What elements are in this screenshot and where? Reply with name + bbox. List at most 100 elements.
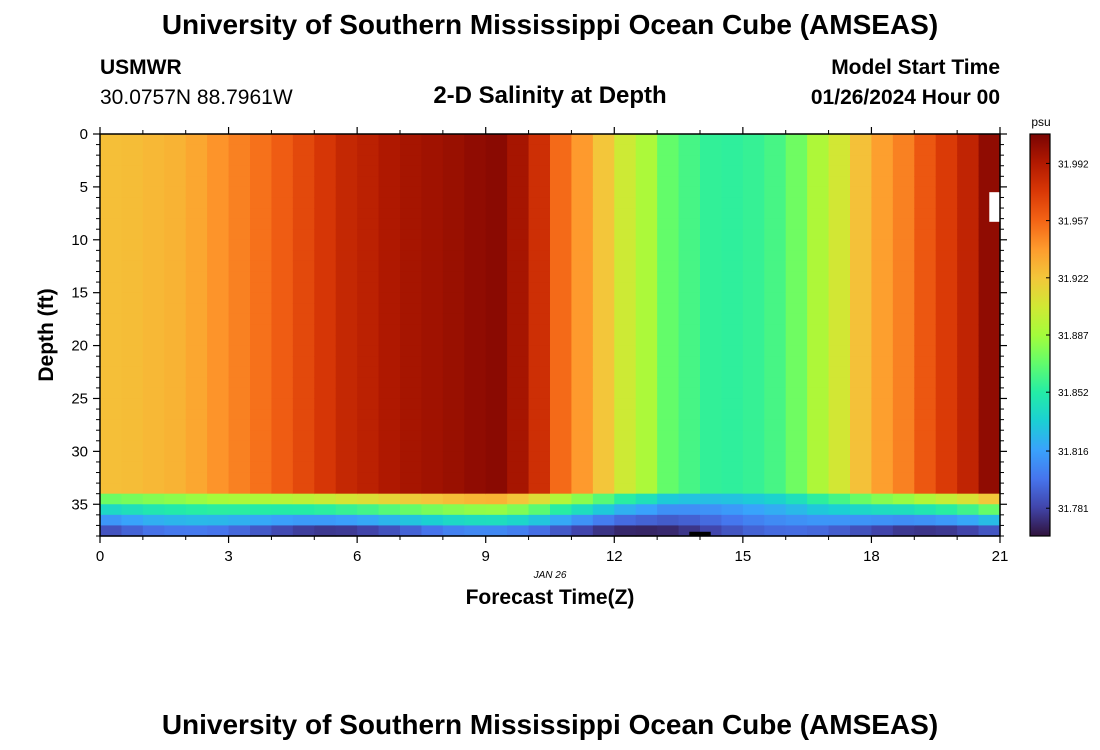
heatmap-cell (721, 134, 744, 146)
heatmap-cell (250, 514, 273, 527)
heatmap-cell (292, 260, 315, 273)
heatmap-cell (100, 324, 123, 336)
heatmap-cell (357, 176, 380, 188)
heatmap-cell (635, 197, 658, 209)
heatmap-cell (271, 335, 294, 347)
heatmap-cell (978, 271, 1001, 283)
heatmap-cell (271, 208, 294, 220)
heatmap-cell (485, 313, 508, 326)
heatmap-cell (250, 493, 273, 505)
heatmap-cell (421, 218, 444, 230)
heatmap-cell (335, 430, 358, 442)
heatmap-cell (721, 176, 744, 188)
heatmap-cell (721, 472, 744, 484)
heatmap-cell (871, 292, 894, 304)
heatmap-cell (828, 419, 851, 431)
heatmap-cell (657, 292, 680, 304)
heatmap-cell (442, 377, 465, 389)
heatmap-cell (764, 483, 787, 495)
heatmap-cell (164, 292, 187, 304)
heatmap-cell (571, 504, 594, 516)
heatmap-cell (807, 176, 830, 188)
heatmap-cell (485, 134, 508, 146)
heatmap-cell (507, 377, 530, 389)
heatmap-cell (207, 292, 230, 304)
heatmap-cell (292, 387, 315, 400)
heatmap-cell (785, 303, 808, 315)
heatmap-cell (421, 514, 444, 527)
heatmap-cell (892, 313, 915, 326)
heatmap-cell (592, 229, 615, 241)
heatmap-cell (271, 525, 294, 537)
heatmap-cell (635, 409, 658, 421)
heatmap-cell (742, 472, 765, 484)
heatmap-cell (464, 461, 487, 474)
heatmap-cell (742, 419, 765, 431)
heatmap-cell (550, 483, 573, 495)
heatmap-cell (571, 134, 594, 146)
heatmap-cell (850, 186, 873, 199)
heatmap-cell (207, 356, 230, 368)
heatmap-cell (957, 440, 980, 452)
heatmap-cell (507, 409, 530, 421)
heatmap-cell (250, 229, 273, 241)
heatmap-cell (721, 440, 744, 452)
heatmap-cell (721, 356, 744, 368)
heatmap-cell (421, 451, 444, 463)
heatmap-cell (400, 229, 423, 241)
heatmap-cell (292, 419, 315, 431)
heatmap-cell (914, 144, 937, 156)
heatmap-cell (485, 525, 508, 537)
heatmap-cell (742, 303, 765, 315)
heatmap-cell (678, 271, 701, 283)
heatmap-cell (957, 176, 980, 188)
heatmap-cell (764, 345, 787, 357)
heatmap-cell (250, 409, 273, 421)
heatmap-cell (400, 398, 423, 410)
heatmap-cell (614, 134, 637, 146)
heatmap-cell (528, 525, 551, 537)
heatmap-cell (121, 440, 144, 452)
station-coordinates: 30.0757N 88.7961W (100, 86, 293, 109)
heatmap-cell (764, 239, 787, 251)
heatmap-cell (807, 197, 830, 209)
heatmap-cell (464, 377, 487, 389)
heatmap-cell (292, 472, 315, 484)
heatmap-cell (592, 461, 615, 474)
heatmap-cell (678, 472, 701, 484)
heatmap-cell (957, 366, 980, 378)
heatmap-cell (914, 324, 937, 336)
heatmap-cell (314, 366, 337, 378)
heatmap-cell (721, 313, 744, 326)
heatmap-cell (400, 208, 423, 220)
heatmap-cell (914, 345, 937, 357)
heatmap-cell (614, 419, 637, 431)
heatmap-cell (957, 208, 980, 220)
heatmap-cell (807, 345, 830, 357)
heatmap-cell (528, 292, 551, 304)
heatmap-cell (592, 313, 615, 326)
heatmap-cell (571, 430, 594, 442)
heatmap-cell (807, 387, 830, 400)
heatmap-cell (592, 430, 615, 442)
heatmap-cell (807, 430, 830, 442)
heatmap-cell (292, 165, 315, 177)
heatmap-cell (100, 218, 123, 230)
heatmap-cell (507, 472, 530, 484)
heatmap-cell (378, 419, 401, 431)
heatmap-cell (442, 387, 465, 400)
heatmap-cell (314, 155, 337, 167)
heatmap-cell (678, 483, 701, 495)
heatmap-cell (400, 377, 423, 389)
heatmap-cell (592, 472, 615, 484)
heatmap-cell (935, 483, 958, 495)
heatmap-cell (292, 271, 315, 283)
y-tick-label: 20 (71, 338, 88, 355)
heatmap-cell (678, 155, 701, 167)
heatmap-cell (957, 324, 980, 336)
heatmap-cell (764, 165, 787, 177)
heatmap-cell (914, 525, 937, 537)
heatmap-cell (100, 398, 123, 410)
heatmap-cell (678, 229, 701, 241)
heatmap-cell (528, 430, 551, 442)
